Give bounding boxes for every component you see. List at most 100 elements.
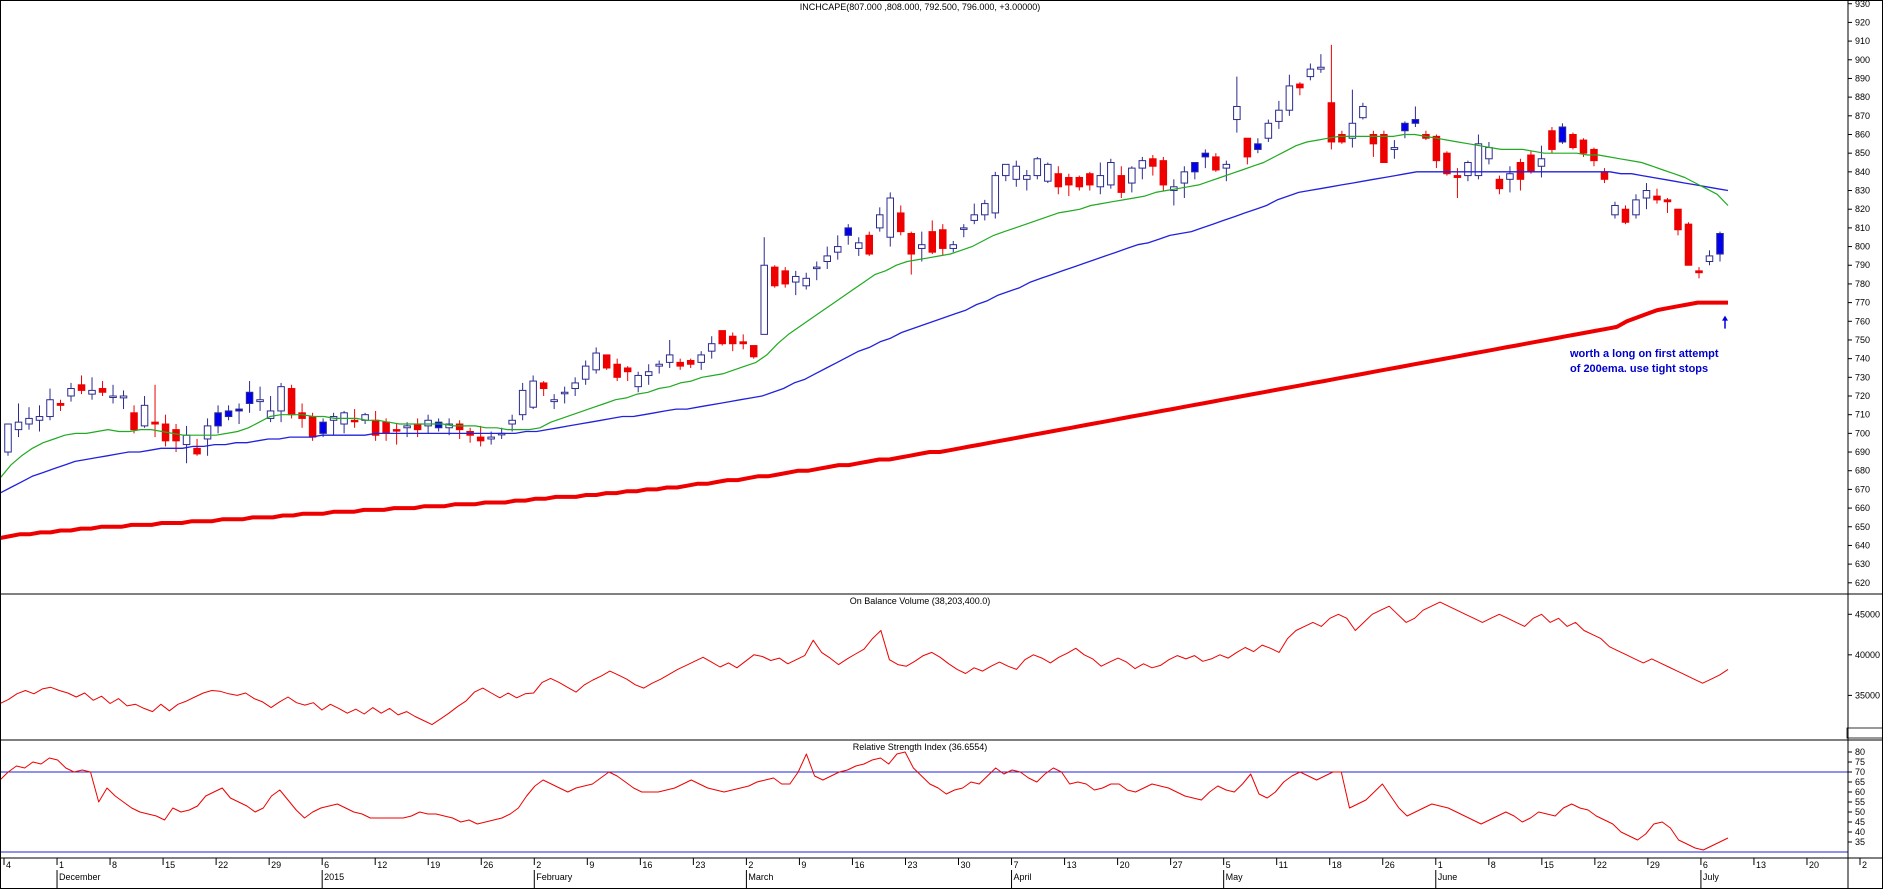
price-tick-label: 880	[1855, 92, 1870, 102]
candle	[1086, 171, 1094, 191]
rsi-line	[0, 751, 1729, 851]
candle-body	[1537, 158, 1546, 167]
candle-body	[1233, 105, 1241, 121]
candle-body	[939, 229, 947, 249]
candle	[1432, 134, 1441, 169]
candle	[592, 347, 600, 374]
price-tick-label: 650	[1855, 522, 1870, 532]
candle	[1054, 166, 1063, 195]
candle-body	[886, 197, 895, 238]
month-label: March	[748, 872, 773, 882]
candle-body	[256, 399, 264, 403]
candle-body	[1579, 139, 1588, 154]
candle-body	[907, 232, 916, 255]
candle	[1453, 168, 1462, 198]
candle-body	[403, 425, 411, 429]
candle	[1233, 76, 1241, 133]
candle-body	[1285, 85, 1294, 111]
candle-body	[1600, 171, 1609, 180]
candle	[1558, 123, 1567, 144]
candle	[1201, 149, 1210, 169]
annotation: worth a long on first attempt of 200ema.…	[1569, 348, 1719, 375]
price-tick-label: 910	[1855, 36, 1870, 46]
candle	[1359, 102, 1367, 120]
candle-body	[130, 412, 138, 431]
candle	[854, 237, 863, 256]
candle	[203, 418, 212, 456]
price-tick-label: 840	[1855, 167, 1870, 177]
candle	[434, 418, 443, 432]
month-label: June	[1438, 872, 1458, 882]
candle-body	[518, 389, 527, 416]
candle	[1338, 130, 1346, 144]
candle	[1348, 89, 1357, 148]
candle	[907, 231, 916, 275]
x-tick-label: 11	[1279, 860, 1288, 870]
x-tick-label: 8	[1491, 860, 1496, 870]
x-tick-label: 15	[1544, 860, 1554, 870]
x-tick-label: 20	[1120, 860, 1130, 870]
candle	[760, 237, 768, 335]
candle	[256, 386, 264, 411]
candle-body	[1632, 199, 1640, 216]
candle-body	[560, 391, 569, 395]
rsi-tick-label: 50	[1855, 807, 1865, 817]
candle	[1264, 119, 1273, 142]
candle-body	[109, 395, 117, 398]
price-tick-label: 850	[1855, 148, 1870, 158]
candle	[214, 405, 222, 434]
month-label: February	[536, 872, 573, 882]
candle	[4, 423, 12, 456]
candle	[1327, 44, 1336, 150]
candle-body	[854, 242, 863, 249]
candle-body	[1107, 162, 1115, 186]
candle	[1191, 162, 1199, 180]
candle-body	[1044, 163, 1052, 182]
candle	[1422, 130, 1430, 141]
candle-body	[4, 423, 12, 453]
price-tick-label: 620	[1855, 578, 1870, 588]
candle	[623, 366, 632, 382]
candle-body	[1023, 175, 1031, 180]
candle-body	[1254, 143, 1262, 150]
candle-body	[1201, 152, 1210, 158]
candle-body	[1453, 175, 1462, 178]
candle-body	[193, 447, 201, 455]
candle	[1506, 166, 1514, 193]
candle-body	[56, 402, 65, 406]
candle	[823, 246, 831, 269]
price-tick-label: 800	[1855, 242, 1870, 252]
x-tick-label: 22	[218, 860, 228, 870]
obv-tick-label: 40000	[1855, 650, 1880, 660]
candle	[1096, 162, 1105, 195]
x-tick-label: 30	[961, 860, 971, 870]
price-tick-label: 810	[1855, 223, 1870, 233]
candle-body	[413, 423, 422, 431]
candle-body	[1149, 158, 1157, 167]
candle	[970, 203, 979, 225]
candle-body	[991, 175, 1000, 214]
candle	[518, 382, 527, 421]
price-tick-label: 720	[1855, 391, 1870, 401]
candle	[224, 405, 233, 421]
candle-body	[1033, 158, 1042, 177]
candle	[14, 403, 23, 438]
candle	[1464, 160, 1472, 182]
candle-body	[25, 417, 33, 425]
candle	[1023, 169, 1031, 191]
price-tick-label: 900	[1855, 55, 1870, 65]
candle	[1159, 156, 1168, 191]
candle-body	[182, 434, 191, 446]
candle	[1390, 140, 1399, 159]
x-tick-label: 19	[430, 860, 440, 870]
candle	[130, 405, 138, 434]
candle-body	[151, 421, 159, 425]
candle	[676, 358, 684, 370]
price-tick-label: 670	[1855, 484, 1870, 494]
candle	[1306, 63, 1315, 81]
candle-body	[1096, 175, 1105, 188]
price-tick-label: 700	[1855, 428, 1870, 438]
x-tick-label: 22	[1597, 860, 1607, 870]
candle-body	[1411, 119, 1420, 124]
